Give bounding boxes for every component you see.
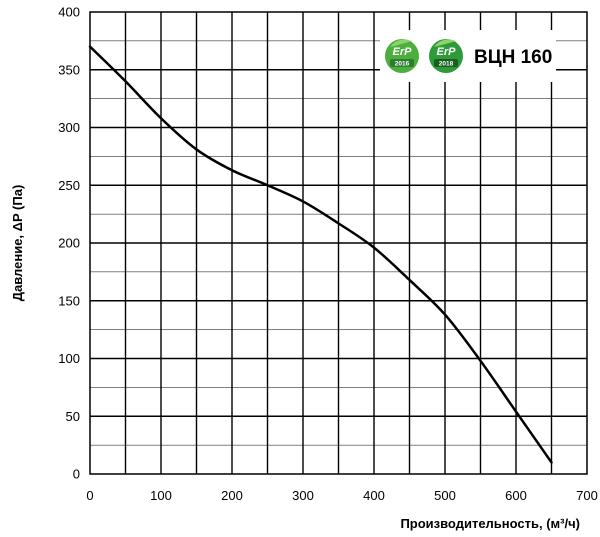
erp-badge-2018-year: 2018: [439, 61, 454, 68]
x-tick-label: 300: [292, 488, 314, 503]
erp-badge-2018-year-band: [434, 59, 458, 67]
erp-badge-2016: ErP 2016: [385, 39, 419, 73]
model-name: ВЦН 160: [474, 47, 552, 68]
erp-badge-2016-year-band: [390, 59, 414, 67]
y-tick-label: 250: [58, 178, 80, 193]
x-tick-label: 700: [576, 488, 598, 503]
x-tick-labels: 0 100 200 300 400 500 600 700: [86, 488, 597, 503]
series-line: [88, 45, 553, 464]
x-axis-title: Производительность, (м³/ч): [400, 516, 580, 531]
x-tick-label: 400: [363, 488, 385, 503]
erp-badge-2016-year: 2016: [395, 61, 410, 68]
y-tick-label: 350: [58, 62, 80, 77]
y-tick-label: 400: [58, 5, 80, 20]
y-tick-labels: 0 50 100 150 200 250 300 350 400: [58, 5, 80, 482]
x-tick-label: 600: [505, 488, 527, 503]
erp-badge-2018: ErP 2018: [429, 39, 463, 73]
x-tick-label: 100: [150, 488, 172, 503]
grid-major: [90, 12, 587, 474]
plot-frame: [89, 11, 588, 475]
leaf-icon: [434, 39, 456, 47]
model-badge: ErP 2016 ErP 2018 ВЦН 160: [380, 30, 556, 82]
y-tick-label: 50: [66, 409, 80, 424]
y-tick-label: 100: [58, 351, 80, 366]
x-tick-label: 500: [434, 488, 456, 503]
leaf-icon: [390, 39, 412, 47]
erp-badge-2018-label: ErP: [437, 46, 457, 58]
erp-badge-2016-label: ErP: [393, 46, 413, 58]
y-tick-label: 300: [58, 120, 80, 135]
y-tick-label: 150: [58, 293, 80, 308]
x-tick-label: 0: [86, 488, 93, 503]
y-tick-label: 0: [73, 467, 80, 482]
y-axis-title: Давление, ΔP (Па): [10, 185, 25, 302]
x-tick-label: 200: [221, 488, 243, 503]
y-tick-label: 200: [58, 236, 80, 251]
